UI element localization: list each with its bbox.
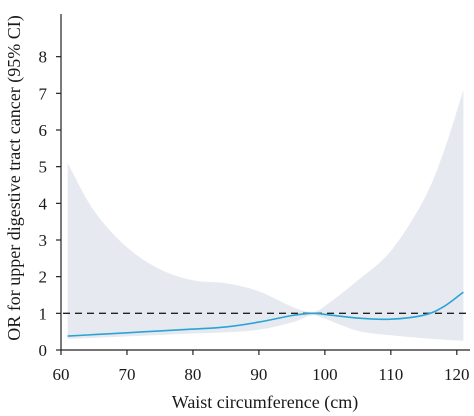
confidence-band-layer <box>67 89 464 341</box>
y-tick-label: 2 <box>39 268 48 287</box>
x-axis-title: Waist circumference (cm) <box>172 392 358 413</box>
x-tick-label: 70 <box>118 365 135 384</box>
x-tick-label: 90 <box>250 365 267 384</box>
confidence-band-area <box>67 89 464 341</box>
y-axis-title: OR for upper digestive tract cancer (95%… <box>4 15 25 340</box>
y-tick-label: 4 <box>39 194 48 213</box>
or-line-layer <box>67 291 464 337</box>
x-tick-label: 80 <box>184 365 201 384</box>
y-tick-label: 8 <box>39 48 48 67</box>
y-tick-label: 1 <box>39 304 48 323</box>
y-tick-label: 5 <box>39 158 48 177</box>
axes-layer: 0 1 2 3 4 5 6 7 8 60 70 80 90 100 110 120 <box>39 14 470 384</box>
y-tick-label: 0 <box>39 341 48 360</box>
x-tick-label: 100 <box>312 365 338 384</box>
y-tick-label: 7 <box>39 84 48 103</box>
or-estimate-line <box>67 291 464 337</box>
x-tick-label: 60 <box>53 365 70 384</box>
x-tick-label: 110 <box>378 365 403 384</box>
y-tick-label: 3 <box>39 231 48 250</box>
y-tick-label: 6 <box>39 121 48 140</box>
x-tick-label: 120 <box>444 365 470 384</box>
